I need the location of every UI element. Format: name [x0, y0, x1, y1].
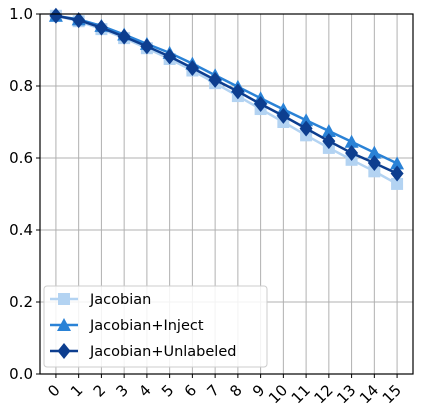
- data-point-diamond: [299, 120, 313, 137]
- y-tick-label: 0.6: [9, 149, 33, 167]
- series-line: [55, 14, 398, 175]
- legend-label: Jacobian+Unlabeled: [89, 344, 236, 360]
- x-tick-label: 1: [67, 381, 86, 400]
- x-tick-label: 9: [249, 381, 268, 400]
- data-point-diamond: [94, 19, 108, 36]
- data-point-diamond: [117, 28, 131, 45]
- data-point-triangle: [299, 113, 314, 127]
- data-point-triangle: [344, 134, 359, 148]
- legend-label: Jacobian+Inject: [89, 318, 204, 334]
- legend-entry: Jacobian: [50, 292, 151, 308]
- data-point-triangle: [367, 145, 382, 159]
- legend-entry: Jacobian+Inject: [50, 318, 204, 334]
- y-tick-label: 0.8: [9, 77, 33, 95]
- series-square: [49, 9, 404, 190]
- legend-box: [43, 285, 268, 368]
- legend-marker-diamond: [57, 343, 71, 359]
- plot-frame: [39, 13, 414, 375]
- data-point-square: [368, 165, 381, 178]
- legend: Jacobian Jacobian+Inject Jacobian+Unlabele…: [43, 285, 268, 368]
- data-point-diamond: [185, 60, 199, 76]
- legend-label: Jacobian: [89, 292, 151, 308]
- series-layer: [48, 7, 405, 190]
- data-point-diamond: [367, 155, 381, 172]
- x-tick-label: 6: [181, 381, 200, 400]
- data-point-diamond: [390, 165, 404, 182]
- legend-marker-triangle: [57, 318, 71, 331]
- legend-entry: Jacobian+Unlabeled: [50, 343, 236, 360]
- y-tick-label: 0.4: [9, 221, 33, 239]
- y-tick-label: 0.2: [9, 293, 33, 311]
- data-point-square: [391, 177, 404, 190]
- x-tick-label: 3: [113, 381, 132, 400]
- y-tick-label: 0.0: [9, 365, 33, 383]
- data-point-triangle: [390, 156, 405, 170]
- data-point-diamond: [49, 7, 63, 24]
- data-point-triangle: [321, 124, 336, 137]
- series-line: [55, 14, 398, 186]
- x-tick-label: 4: [135, 381, 154, 400]
- data-point-diamond: [276, 107, 290, 124]
- legend-marker-square: [58, 293, 70, 305]
- data-point-diamond: [163, 48, 177, 65]
- y-tick-label: 1.0: [9, 5, 33, 23]
- series-line: [55, 14, 398, 165]
- data-point-diamond: [322, 133, 336, 150]
- data-point-diamond: [254, 96, 268, 112]
- data-point-diamond: [208, 71, 222, 88]
- x-tick-label: 15: [379, 381, 405, 407]
- data-point-diamond: [72, 12, 86, 29]
- data-point-diamond: [140, 38, 154, 55]
- x-tick-label: 5: [158, 381, 177, 400]
- data-point-diamond: [345, 144, 359, 161]
- series-diamond: [49, 7, 404, 182]
- x-tick-label: 0: [44, 381, 63, 400]
- data-point-diamond: [231, 83, 245, 100]
- x-tick-label: 8: [226, 381, 245, 400]
- x-tick-label: 2: [90, 381, 109, 400]
- x-tick-label: 7: [203, 381, 222, 400]
